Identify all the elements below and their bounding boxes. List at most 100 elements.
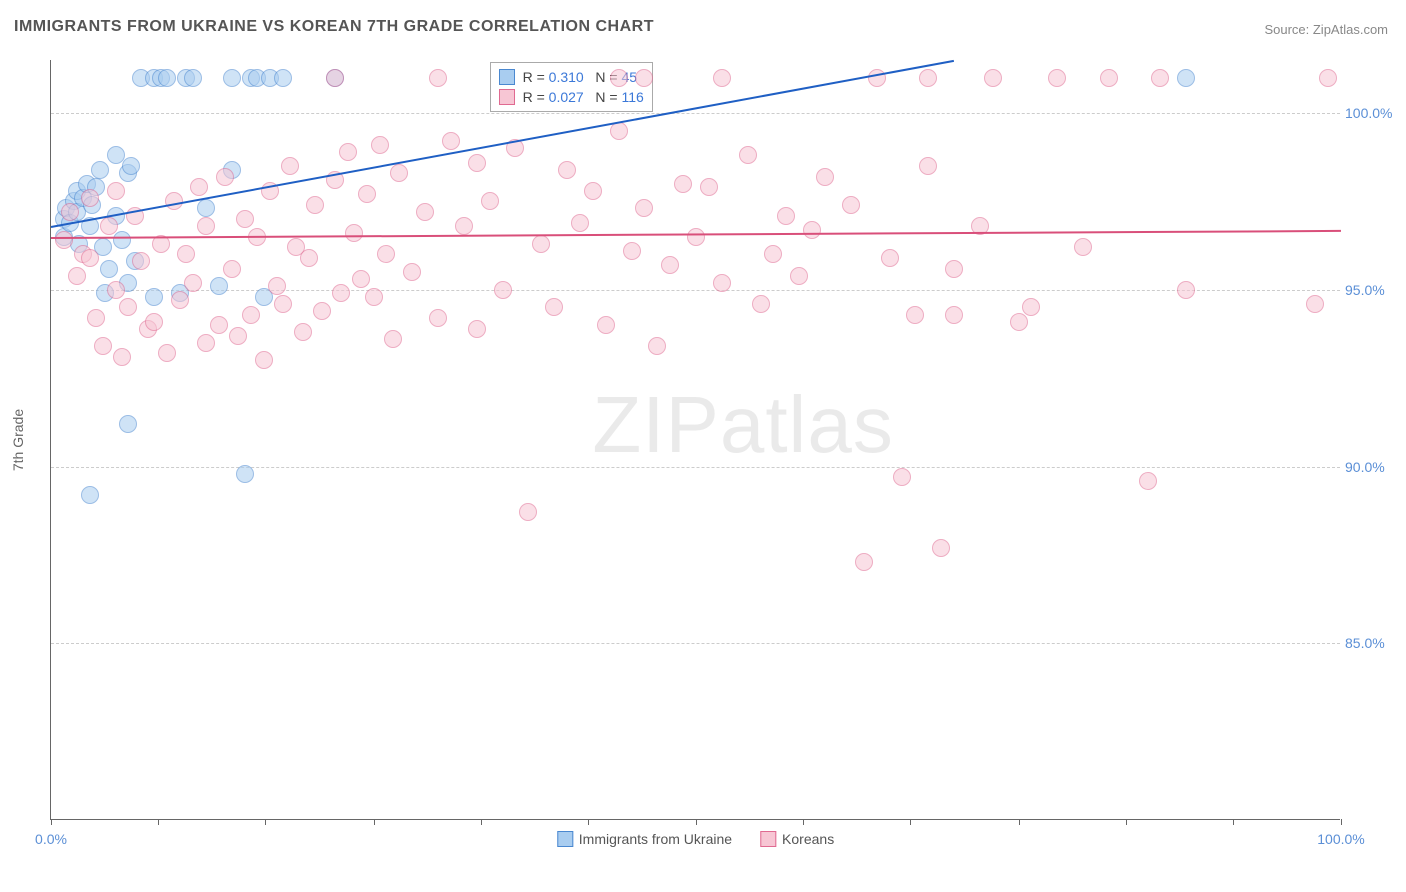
data-point	[416, 203, 434, 221]
x-tick	[1341, 819, 1342, 825]
data-point	[1048, 69, 1066, 87]
x-tick	[265, 819, 266, 825]
data-point	[68, 267, 86, 285]
data-point	[145, 288, 163, 306]
data-point	[1139, 472, 1157, 490]
data-point	[268, 277, 286, 295]
data-point	[122, 157, 140, 175]
data-point	[216, 168, 234, 186]
grid-line	[51, 290, 1340, 291]
data-point	[91, 161, 109, 179]
data-point	[184, 274, 202, 292]
plot-area: ZIPatlas R = 0.310 N = 45R = 0.027 N = 1…	[50, 60, 1340, 820]
legend-series-label: Koreans	[782, 831, 834, 847]
legend-swatch	[499, 69, 515, 85]
data-point	[113, 231, 131, 249]
data-point	[648, 337, 666, 355]
legend-swatch	[557, 831, 573, 847]
y-tick-label: 100.0%	[1345, 105, 1405, 121]
data-point	[1319, 69, 1337, 87]
data-point	[158, 344, 176, 362]
data-point	[184, 69, 202, 87]
data-point	[571, 214, 589, 232]
data-point	[107, 182, 125, 200]
data-point	[635, 199, 653, 217]
data-point	[177, 245, 195, 263]
data-point	[132, 252, 150, 270]
data-point	[100, 260, 118, 278]
watermark: ZIPatlas	[592, 379, 893, 471]
data-point	[119, 415, 137, 433]
data-point	[816, 168, 834, 186]
data-point	[255, 351, 273, 369]
x-tick	[1019, 819, 1020, 825]
x-tick	[803, 819, 804, 825]
data-point	[210, 316, 228, 334]
data-point	[481, 192, 499, 210]
x-tick	[374, 819, 375, 825]
bottom-legend-item: Koreans	[760, 831, 834, 847]
data-point	[790, 267, 808, 285]
data-point	[345, 224, 363, 242]
data-point	[281, 157, 299, 175]
data-point	[752, 295, 770, 313]
data-point	[94, 337, 112, 355]
data-point	[236, 465, 254, 483]
data-point	[455, 217, 473, 235]
data-point	[223, 69, 241, 87]
data-point	[242, 306, 260, 324]
grid-line	[51, 113, 1340, 114]
data-point	[81, 486, 99, 504]
data-point	[1306, 295, 1324, 313]
data-point	[597, 316, 615, 334]
data-point	[545, 298, 563, 316]
data-point	[610, 69, 628, 87]
grid-line	[51, 643, 1340, 644]
data-point	[700, 178, 718, 196]
data-point	[55, 231, 73, 249]
data-point	[339, 143, 357, 161]
chart-title: IMMIGRANTS FROM UKRAINE VS KOREAN 7TH GR…	[14, 18, 654, 36]
data-point	[429, 69, 447, 87]
data-point	[635, 69, 653, 87]
x-tick	[158, 819, 159, 825]
data-point	[113, 348, 131, 366]
data-point	[764, 245, 782, 263]
data-point	[777, 207, 795, 225]
data-point	[881, 249, 899, 267]
data-point	[713, 69, 731, 87]
data-point	[468, 154, 486, 172]
data-point	[842, 196, 860, 214]
legend-row: R = 0.027 N = 116	[499, 87, 644, 107]
data-point	[1177, 281, 1195, 299]
data-point	[868, 69, 886, 87]
data-point	[87, 309, 105, 327]
data-point	[519, 503, 537, 521]
data-point	[1074, 238, 1092, 256]
legend-swatch	[760, 831, 776, 847]
data-point	[494, 281, 512, 299]
x-tick	[588, 819, 589, 825]
data-point	[274, 295, 292, 313]
data-point	[442, 132, 460, 150]
x-tick	[696, 819, 697, 825]
data-point	[313, 302, 331, 320]
data-point	[1151, 69, 1169, 87]
data-point	[893, 468, 911, 486]
data-point	[713, 274, 731, 292]
data-point	[739, 146, 757, 164]
x-tick	[51, 819, 52, 825]
x-tick	[481, 819, 482, 825]
data-point	[332, 284, 350, 302]
legend-stats-text: R = 0.027 N = 116	[523, 89, 644, 105]
data-point	[919, 157, 937, 175]
data-point	[197, 217, 215, 235]
data-point	[81, 189, 99, 207]
data-point	[468, 320, 486, 338]
data-point	[365, 288, 383, 306]
data-point	[100, 217, 118, 235]
x-tick-label: 0.0%	[35, 831, 67, 847]
data-point	[1010, 313, 1028, 331]
y-axis-title: 7th Grade	[10, 409, 26, 471]
x-tick	[1126, 819, 1127, 825]
